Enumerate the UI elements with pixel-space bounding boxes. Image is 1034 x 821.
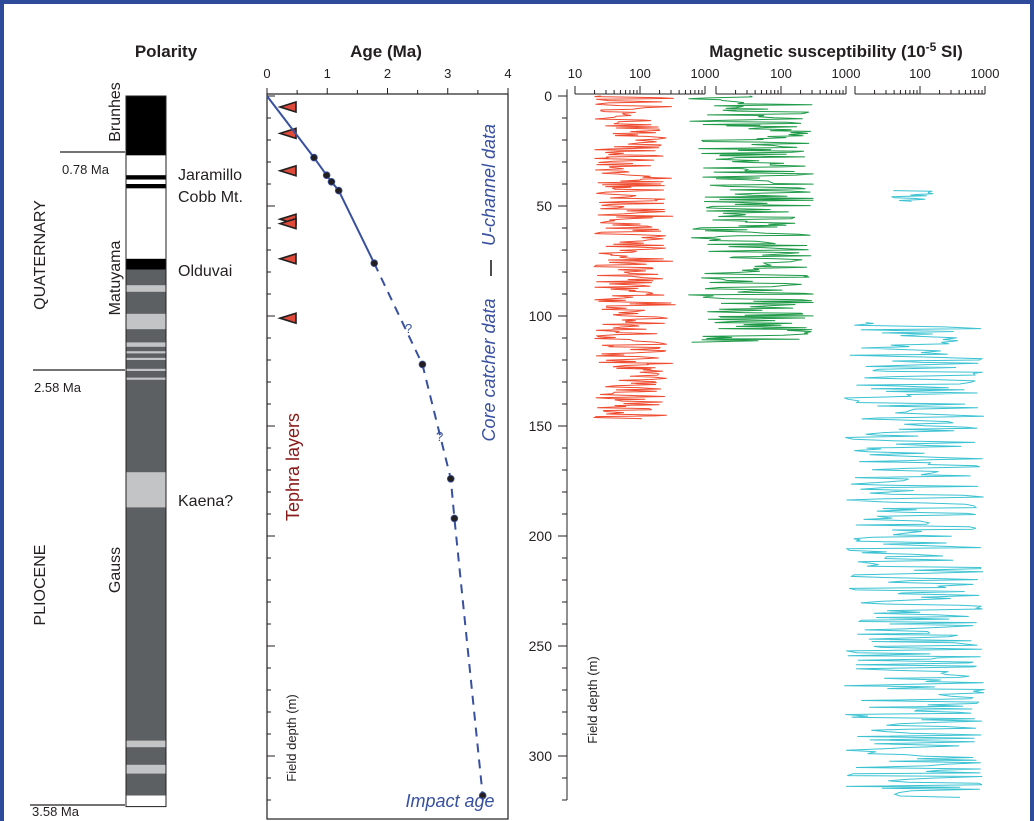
question-mark-2: ?	[436, 429, 443, 444]
u-channel-label: U-channel data	[479, 124, 499, 246]
tephra-marker	[277, 217, 297, 230]
polarity-column-outline	[125, 95, 167, 808]
age-control-point	[446, 474, 455, 483]
age-358-label: 3.58 Ma	[32, 804, 80, 819]
age-control-points	[310, 153, 487, 800]
series-red-line	[592, 95, 676, 420]
polarity-light-band	[126, 351, 166, 354]
matuyama-label: Matuyama	[107, 241, 124, 316]
polarity-light-band	[126, 368, 166, 371]
kaena-label: Kaena?	[178, 493, 233, 510]
age-xtick-label: 1	[324, 66, 331, 81]
age-control-point	[370, 259, 379, 268]
age-control-point	[450, 514, 459, 523]
question-mark-1: ?	[405, 321, 412, 336]
tephra-marker	[277, 252, 297, 265]
impact-age-label: Impact age	[405, 791, 494, 811]
susceptibility-title: Magnetic susceptibility (10-5 SI)	[709, 40, 962, 61]
tephra-marker	[277, 164, 297, 177]
series-cyan-long-line	[844, 322, 985, 798]
polarity-title: Polarity	[135, 42, 198, 61]
polarity-light-band	[126, 357, 166, 360]
polarity-panel: Polarity 0.78 Ma 2.58 Ma 3.58 Ma QUATERN…	[30, 42, 243, 819]
polarity-light-band	[126, 313, 166, 330]
core-catcher-label: Core catcher data	[479, 298, 499, 441]
age-control-point	[334, 186, 343, 195]
polarity-block-reversed	[126, 179, 166, 184]
tephra-markers	[277, 100, 297, 325]
polarity-block-reversed	[126, 795, 166, 807]
age-title: Age (Ma)	[350, 42, 422, 61]
age-xtick-label: 0	[263, 66, 270, 81]
polarity-block-normal	[126, 184, 166, 189]
age-panel: Age (Ma) 0 1 2 3 4 ? ? Tephra layers U-chann…	[263, 42, 512, 820]
depth-tick-label: 150	[529, 418, 553, 434]
susceptibility-panel: Magnetic susceptibility (10-5 SI) 0 50 100…	[529, 40, 1000, 801]
log-tick-label: 10	[568, 66, 582, 81]
log-tick-label: 1000	[832, 66, 861, 81]
age-control-point	[310, 153, 318, 162]
polarity-light-band	[126, 472, 166, 508]
polarity-block-gauss	[126, 269, 166, 796]
polarity-light-band	[126, 377, 166, 380]
age-ylabel: Field depth (m)	[284, 694, 299, 781]
pliocene-label: PLIOCENE	[32, 545, 49, 626]
log-tick-label: 100	[909, 66, 931, 81]
polarity-block-reversed	[126, 188, 166, 259]
susceptibility-title-sup: -5	[926, 40, 937, 54]
age-258-label: 2.58 Ma	[34, 380, 82, 395]
brunhes-label: Brunhes	[107, 82, 124, 142]
age-control-point	[418, 360, 427, 369]
tephra-layers-label: Tephra layers	[283, 413, 303, 521]
polarity-light-band	[126, 764, 166, 774]
age-control-point	[478, 791, 487, 800]
age-model-solid-line	[266, 95, 376, 264]
log-tick-label: 1000	[691, 66, 720, 81]
depth-tick-label: 0	[544, 88, 552, 104]
log-tick-label: 1000	[971, 66, 1000, 81]
depth-tick-label: 200	[529, 528, 553, 544]
age-xtick-label: 2	[384, 66, 391, 81]
tephra-marker	[277, 100, 297, 114]
age-078-label: 0.78 Ma	[62, 162, 110, 177]
depth-tick-label: 250	[529, 638, 553, 654]
polarity-block-normal	[126, 96, 166, 156]
jaramillo-label: Jaramillo	[178, 167, 242, 184]
log-tick-label: 100	[629, 66, 651, 81]
log-tick-label: 100	[770, 66, 792, 81]
polarity-block-normal	[126, 175, 166, 180]
polarity-column	[125, 95, 167, 808]
polarity-block-normal	[126, 258, 166, 270]
gauss-label: Gauss	[107, 547, 124, 593]
series-green-line	[688, 95, 814, 343]
depth-tick-label: 50	[536, 198, 552, 214]
polarity-light-band	[126, 285, 166, 292]
age-xtick-label: 4	[504, 66, 511, 81]
polarity-light-band	[126, 740, 166, 748]
depth-tick-label: 300	[529, 748, 553, 764]
age-xtick-label: 3	[444, 66, 451, 81]
cobb-mt-label: Cobb Mt.	[178, 189, 243, 206]
susceptibility-title-main: Magnetic susceptibility (10	[709, 42, 925, 61]
age-control-point	[327, 178, 336, 186]
series-cyan-short-line	[891, 190, 934, 202]
age-control-point	[322, 171, 331, 180]
olduvai-label: Olduvai	[178, 263, 232, 280]
polarity-block-reversed	[126, 155, 166, 176]
susceptibility-title-unit: SI)	[936, 42, 962, 61]
depth-tick-label: 100	[529, 308, 553, 324]
quaternary-label: QUATERNARY	[32, 200, 49, 310]
susceptibility-axes: 0 50 100 150 200 250 300 10 100 1000 100 1000 100 100…	[529, 66, 1000, 801]
susceptibility-ylabel: Field depth (m)	[585, 656, 600, 743]
polarity-light-band	[126, 342, 166, 347]
tephra-marker	[277, 312, 297, 325]
age-axes: 0 1 2 3 4	[263, 66, 512, 801]
